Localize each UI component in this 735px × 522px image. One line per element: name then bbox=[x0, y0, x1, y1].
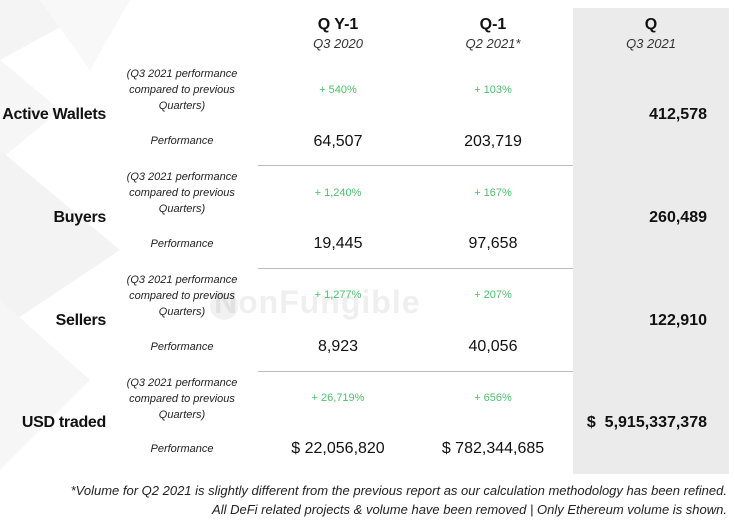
comparison-label: (Q3 2021 performance compared to previou… bbox=[126, 274, 238, 318]
qy1-percent-change: + 1,277% bbox=[314, 289, 362, 301]
q1-percent-change: + 207% bbox=[474, 289, 512, 301]
performance-label: Performance bbox=[150, 443, 214, 455]
current-quarter-column-background bbox=[573, 8, 729, 474]
header-q1-subtitle: Q2 2021* bbox=[465, 36, 521, 51]
header-qy1-subtitle: Q3 2020 bbox=[313, 36, 363, 51]
performance-label: Performance bbox=[150, 238, 214, 250]
row-divider bbox=[258, 371, 573, 372]
header-qy1: Q Y-1 Q3 2020 bbox=[258, 16, 418, 51]
metric-label: Buyers bbox=[53, 209, 107, 226]
comparison-label: (Q3 2021 performance compared to previou… bbox=[126, 171, 238, 215]
row-divider bbox=[258, 268, 573, 269]
comparison-label: (Q3 2021 performance compared to previou… bbox=[126, 68, 238, 112]
qy1-value: 64,507 bbox=[313, 133, 363, 150]
header-q-subtitle: Q3 2021 bbox=[626, 36, 676, 51]
q1-percent-change: + 656% bbox=[474, 392, 512, 404]
watermark-logo-icon bbox=[210, 292, 238, 320]
qy1-value: $ 22,056,820 bbox=[291, 440, 385, 457]
q1-value: 97,658 bbox=[468, 235, 518, 252]
header-q1: Q-1 Q2 2021* bbox=[413, 16, 573, 51]
header-qy1-title: Q Y-1 bbox=[317, 16, 359, 33]
q1-value: $ 782,344,685 bbox=[441, 440, 545, 457]
q1-value: 40,056 bbox=[468, 338, 518, 355]
performance-label: Performance bbox=[150, 135, 214, 147]
metric-label: USD traded bbox=[21, 414, 106, 431]
qy1-percent-change: + 1,240% bbox=[314, 187, 362, 199]
q-value: 122,910 bbox=[649, 312, 707, 329]
qy1-percent-change: + 26,719% bbox=[311, 392, 365, 404]
metric-label: Sellers bbox=[55, 312, 107, 329]
q1-value: 203,719 bbox=[464, 133, 522, 150]
metric-label: Active Wallets bbox=[2, 106, 106, 123]
q-value: $ 5,915,337,378 bbox=[586, 414, 707, 431]
q-value: 260,489 bbox=[649, 209, 707, 226]
header-q-title: Q bbox=[644, 16, 658, 33]
footnote-line-2: All DeFi related projects & volume have … bbox=[212, 502, 727, 517]
comparison-label: (Q3 2021 performance compared to previou… bbox=[126, 377, 238, 421]
watermark: NonFungible bbox=[214, 284, 421, 320]
qy1-percent-change: + 540% bbox=[319, 84, 357, 96]
q-value: 412,578 bbox=[649, 106, 707, 123]
qy1-value: 19,445 bbox=[313, 235, 363, 252]
row-divider bbox=[258, 165, 573, 166]
footnote-line-1: *Volume for Q2 2021 is slightly differen… bbox=[70, 483, 727, 498]
q1-percent-change: + 103% bbox=[474, 84, 512, 96]
qy1-value: 8,923 bbox=[317, 338, 359, 355]
header-q: Q Q3 2021 bbox=[573, 16, 729, 51]
header-q1-title: Q-1 bbox=[479, 16, 507, 33]
q1-percent-change: + 167% bbox=[474, 187, 512, 199]
performance-label: Performance bbox=[150, 341, 214, 353]
